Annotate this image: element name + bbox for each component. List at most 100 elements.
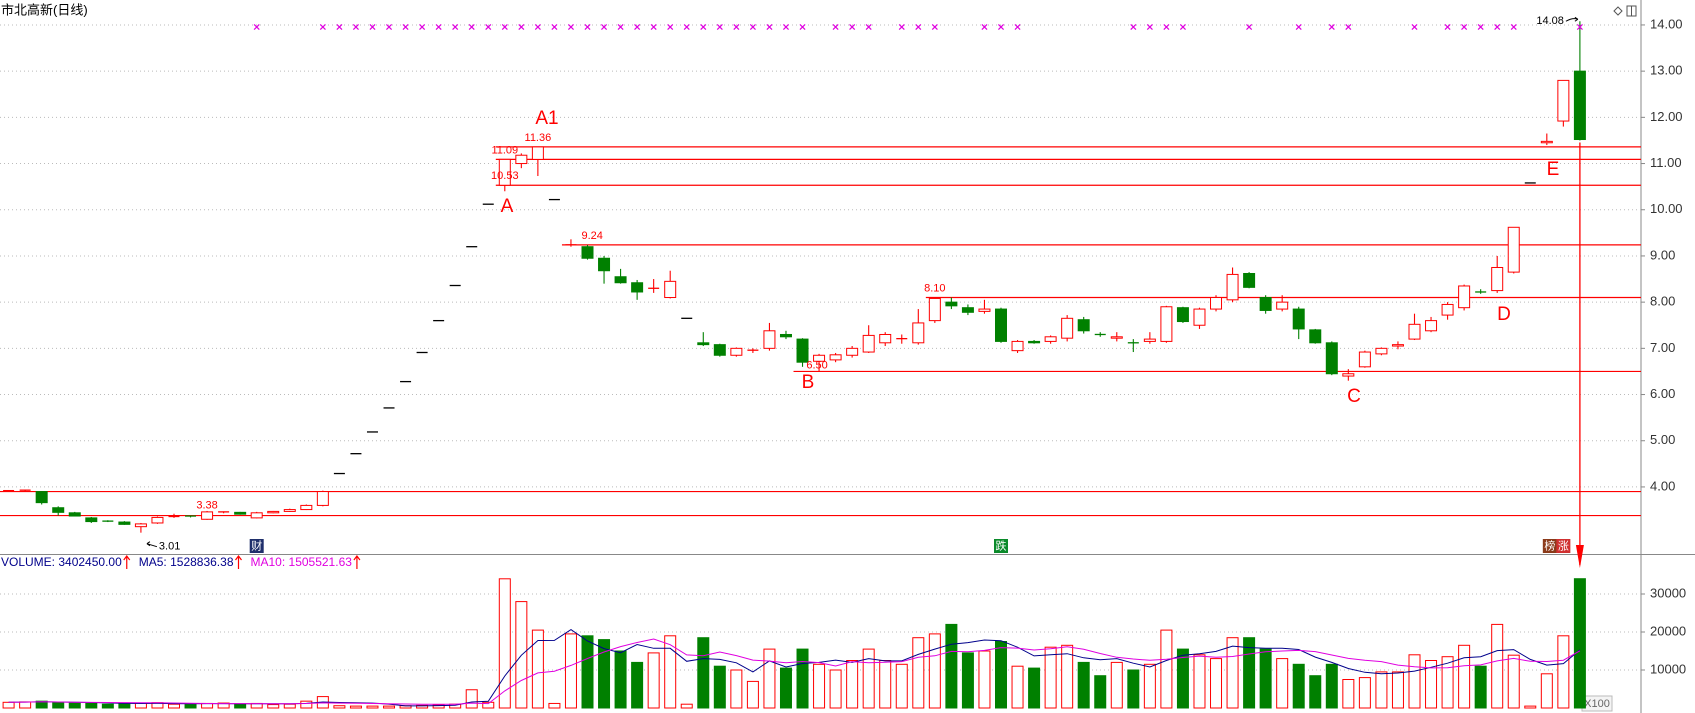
candle-body xyxy=(234,511,247,515)
candle-body xyxy=(581,246,594,259)
event-tag[interactable]: 涨 xyxy=(1558,539,1569,552)
y-tick-label: 12.00 xyxy=(1650,109,1683,124)
icon-diamond[interactable] xyxy=(1613,6,1623,16)
candle-body xyxy=(201,511,214,520)
signal-marker xyxy=(981,23,988,31)
price-label: 10.53 xyxy=(491,170,519,182)
volume-bar xyxy=(101,703,114,709)
signal-marker xyxy=(1345,23,1352,31)
signal-marker xyxy=(419,23,426,31)
volume-bar xyxy=(713,665,726,709)
y-tick-label: 7.00 xyxy=(1650,340,1675,355)
candle-body xyxy=(1077,319,1090,332)
candle-body xyxy=(664,280,677,299)
signal-marker xyxy=(584,23,591,31)
candle-body xyxy=(945,301,958,307)
signal-marker xyxy=(452,23,459,31)
volume-bar xyxy=(498,578,511,709)
volume-bar xyxy=(697,637,710,709)
signal-marker xyxy=(1146,23,1153,31)
volume-bar xyxy=(631,661,644,709)
candle-body xyxy=(879,333,892,344)
signal-marker xyxy=(1246,23,1253,31)
price-label: 11.36 xyxy=(525,132,552,144)
volume-bar xyxy=(283,703,296,709)
volume-tick-label: 10000 xyxy=(1650,661,1686,676)
volume-bar xyxy=(1540,673,1553,709)
volume-bar xyxy=(928,633,941,709)
event-tag-box[interactable] xyxy=(249,539,264,553)
legend-up-arrow xyxy=(123,555,131,569)
signal-marker xyxy=(336,23,343,31)
volume-bar xyxy=(746,680,759,709)
candle-body xyxy=(1491,266,1504,292)
event-tag-box[interactable] xyxy=(1556,539,1571,553)
signal-marker xyxy=(865,23,872,31)
event-tag[interactable]: 跌 xyxy=(996,538,1007,552)
signal-marker xyxy=(534,23,541,31)
volume-bar xyxy=(465,689,478,709)
candle-body xyxy=(614,276,627,284)
volume-bar xyxy=(1491,623,1504,709)
volume-bar xyxy=(482,701,495,709)
candle-body xyxy=(779,333,792,338)
candle-body xyxy=(1309,329,1322,344)
signal-marker xyxy=(385,23,393,31)
signal-marker xyxy=(402,23,409,31)
chart-title: 市北高新(日线) xyxy=(1,2,88,17)
signal-marker xyxy=(617,23,624,31)
candle-body xyxy=(763,330,776,349)
price-label: 8.10 xyxy=(924,282,945,294)
candle-body xyxy=(1292,308,1305,330)
volume-unit: X100 xyxy=(1584,698,1610,710)
candle-body xyxy=(1028,340,1041,344)
candle-body xyxy=(1143,338,1156,342)
volume-tick-label: 20000 xyxy=(1650,623,1686,638)
volume-bar xyxy=(1028,667,1041,709)
volume-bar xyxy=(1143,663,1156,709)
signal-marker xyxy=(435,23,442,31)
point-label: A xyxy=(501,196,514,217)
event-tag-box[interactable] xyxy=(1542,539,1557,553)
volume-bar xyxy=(664,635,677,709)
volume-bar xyxy=(1441,656,1454,709)
price-label: 3.01 xyxy=(159,541,180,553)
candle-body xyxy=(1425,320,1438,332)
signal-marker xyxy=(551,23,558,31)
signal-marker xyxy=(468,23,475,31)
volume-bar xyxy=(995,641,1007,709)
volume-bar xyxy=(1358,677,1371,709)
y-tick-label: 10.00 xyxy=(1650,201,1683,216)
candle-body xyxy=(151,516,164,524)
candle-body xyxy=(250,512,263,519)
event-tag[interactable]: 榜 xyxy=(1544,538,1555,552)
signal-marker xyxy=(1130,23,1137,31)
volume-bar xyxy=(879,660,892,709)
volume-bar xyxy=(1408,654,1421,709)
candle-body xyxy=(531,146,544,160)
price-label: 11.09 xyxy=(491,144,518,156)
volume-bar xyxy=(1061,644,1074,709)
volume-bar xyxy=(1127,669,1140,709)
candle-body xyxy=(961,307,974,313)
candle-body xyxy=(829,354,842,361)
candle-body xyxy=(978,308,991,312)
volume-bar xyxy=(680,703,693,709)
candle-body xyxy=(1259,297,1272,311)
y-tick-label: 11.00 xyxy=(1650,155,1682,170)
signal-marker xyxy=(369,23,376,31)
y-tick-label: 8.00 xyxy=(1650,294,1675,309)
volume-bar xyxy=(52,702,65,709)
signal-marker xyxy=(1411,23,1418,31)
signal-marker xyxy=(700,23,707,31)
volume-bar xyxy=(234,703,247,709)
event-tag[interactable]: 财 xyxy=(251,538,262,552)
candle-body xyxy=(35,491,48,504)
candle-body xyxy=(631,282,644,293)
event-tag-box[interactable] xyxy=(994,539,1008,553)
signal-marker xyxy=(601,23,608,31)
candle-body xyxy=(1342,373,1355,377)
volume-bar xyxy=(1077,661,1090,709)
volume-bar xyxy=(85,702,98,709)
